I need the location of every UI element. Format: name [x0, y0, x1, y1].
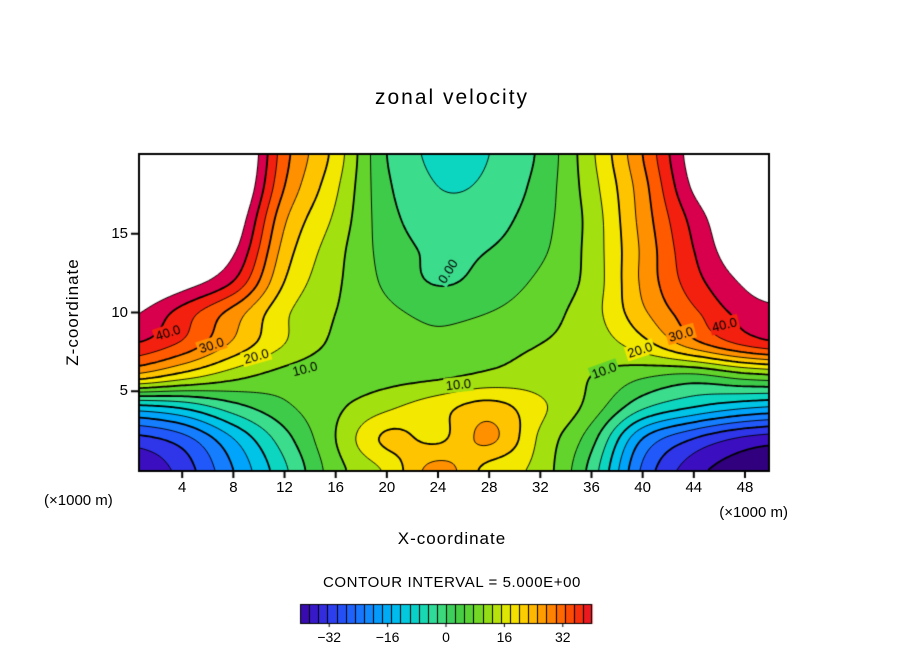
colorbar-tick-label: −16: [375, 629, 400, 645]
colorbar-tick-label: 32: [555, 629, 571, 645]
contour-interval-caption: CONTOUR INTERVAL = 5.000E+00: [322, 574, 581, 591]
z-tick-label: 15: [111, 224, 128, 242]
z-axis-unit: (×1000 m): [44, 492, 113, 509]
x-tick-label: 48: [736, 479, 754, 496]
x-tick-label: 32: [531, 479, 549, 496]
x-tick-label: 28: [480, 479, 498, 496]
x-tick-label: 44: [685, 479, 703, 496]
colorbar-tick-label: −32: [317, 629, 342, 645]
x-tick-label: 4: [178, 479, 187, 496]
chart-title: zonal velocity: [374, 86, 530, 109]
x-tick-label: 8: [229, 479, 238, 496]
x-axis-unit: (×1000 m): [719, 504, 788, 521]
x-tick-label: 36: [583, 479, 600, 496]
colorbar-tick-label: 0: [442, 629, 450, 645]
x-tick-label: 20: [378, 479, 396, 496]
x-tick-label: 16: [327, 479, 345, 496]
colorbar-tick-label: 16: [496, 629, 513, 645]
z-tick-label: 10: [111, 303, 128, 321]
x-tick-label: 12: [276, 479, 293, 496]
z-tick-label: 5: [119, 382, 128, 400]
x-tick-label: 24: [429, 479, 447, 496]
x-axis-label: X-coordinate: [397, 529, 507, 548]
z-axis-label: Z-coordinate: [63, 258, 82, 366]
x-tick-label: 40: [634, 479, 651, 496]
